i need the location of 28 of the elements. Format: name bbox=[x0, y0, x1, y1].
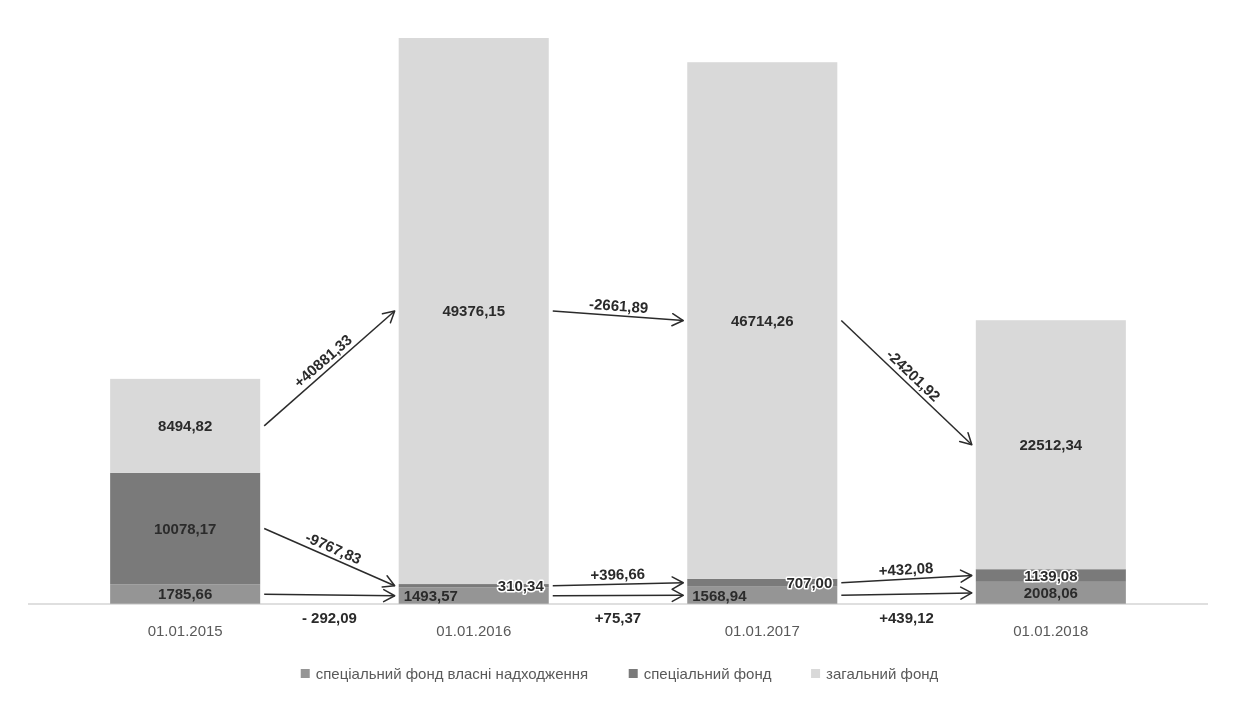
data-label: 8494,82 bbox=[158, 417, 213, 435]
bar bbox=[975, 320, 1126, 570]
bar bbox=[110, 472, 261, 585]
legend-label: загальний фонд bbox=[826, 665, 939, 683]
text: +439,12 bbox=[879, 609, 934, 627]
data-label: 2008,06 bbox=[1023, 584, 1078, 602]
bar bbox=[687, 62, 838, 579]
data-label: 1139,08 bbox=[1024, 566, 1078, 584]
x-tick-label: 01.01.2015 bbox=[147, 622, 223, 639]
legend-label: спеціальний фонд bbox=[643, 665, 772, 683]
data-label: 10078,17 bbox=[153, 519, 217, 537]
x-tick-label: 01.01.2016 bbox=[436, 622, 512, 639]
bar bbox=[110, 378, 261, 473]
data-label: 49376,15 bbox=[442, 302, 506, 320]
text: - 292,09 bbox=[301, 609, 357, 627]
data-label: 1493,57 bbox=[403, 586, 458, 604]
data-label: 1568,94 bbox=[692, 586, 748, 604]
x-tick-label: 01.01.2018 bbox=[1013, 622, 1089, 639]
data-label: 707,00 bbox=[786, 573, 833, 591]
text: +75,37 bbox=[594, 609, 642, 627]
annotation: +396,66 bbox=[590, 564, 646, 584]
annotation: -2661,89 bbox=[588, 294, 649, 317]
data-label: 46714,26 bbox=[730, 311, 794, 329]
data-label: 1785,66 bbox=[158, 585, 213, 603]
x-tick-label: 01.01.2017 bbox=[724, 622, 800, 639]
data-label: 22512,34 bbox=[1019, 435, 1083, 453]
annotation: +432,08 bbox=[878, 558, 934, 579]
legend-label: спеціальний фонд власні надходження bbox=[315, 665, 589, 683]
